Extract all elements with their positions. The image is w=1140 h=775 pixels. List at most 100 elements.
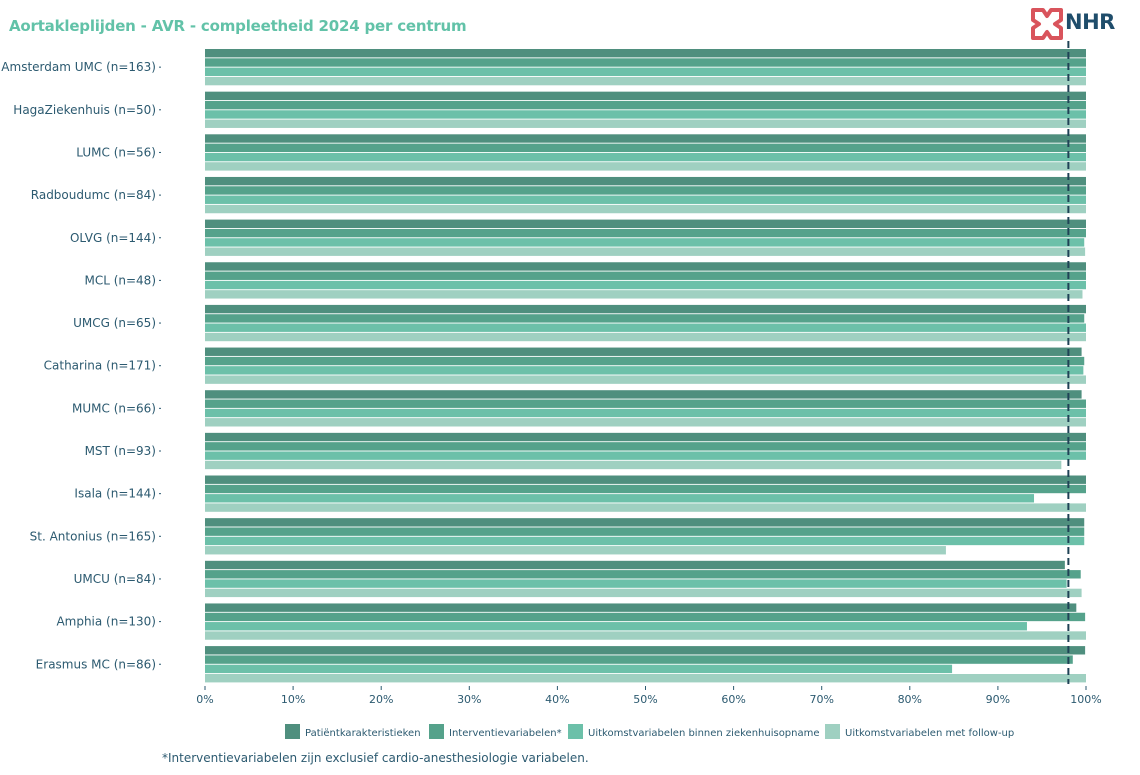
- bar-5-3: [205, 290, 1083, 299]
- bar-14-1: [205, 655, 1073, 664]
- bar-1-2: [205, 110, 1086, 119]
- bar-0-2: [205, 67, 1086, 76]
- bar-2-2: [205, 152, 1086, 162]
- x-tick-label: 20%: [369, 693, 393, 706]
- bar-4-2: [205, 238, 1085, 247]
- bar-0-3: [205, 76, 1086, 86]
- legend: Patiëntkarakteristieken Interventievariab…: [285, 724, 1014, 739]
- category-label: MUMC (n=66): [72, 401, 156, 415]
- bar-10-0: [205, 475, 1086, 484]
- nhr-logo-icon: [1031, 8, 1063, 40]
- category-label: MST (n=93): [85, 444, 156, 458]
- bar-4-0: [205, 219, 1086, 228]
- bar-7-3: [205, 375, 1086, 384]
- category-label: UMCG (n=65): [73, 316, 156, 330]
- bar-8-1: [205, 399, 1086, 408]
- footnote: *Interventievariabelen zijn exclusief ca…: [162, 751, 589, 765]
- bar-1-1: [205, 100, 1086, 110]
- x-tick-label: 30%: [457, 693, 481, 706]
- bar-14-0: [205, 646, 1086, 655]
- bars-layer: [205, 49, 1086, 683]
- category-label: UMCU (n=84): [74, 572, 156, 586]
- bar-13-3: [205, 631, 1086, 640]
- legend-swatch: [429, 724, 444, 739]
- bar-11-2: [205, 536, 1085, 546]
- bar-3-1: [205, 186, 1086, 195]
- bar-13-1: [205, 612, 1086, 622]
- category-label: Amphia (n=130): [56, 615, 156, 629]
- x-tick-label: 90%: [986, 693, 1010, 706]
- category-label: Radboudumc (n=84): [31, 188, 156, 202]
- bar-4-3: [205, 247, 1086, 256]
- legend-label: Uitkomstvariabelen binnen ziekenhuisopna…: [588, 728, 820, 739]
- bar-10-3: [205, 503, 1086, 512]
- logo-text: NHR: [1065, 10, 1115, 34]
- bar-7-0: [205, 347, 1082, 356]
- bar-3-3: [205, 204, 1086, 214]
- category-label: St. Antonius (n=165): [30, 529, 156, 543]
- bar-11-0: [205, 518, 1085, 527]
- bar-5-1: [205, 271, 1086, 280]
- category-label: HagaZiekenhuis (n=50): [13, 103, 156, 117]
- bar-8-2: [205, 408, 1086, 418]
- bar-6-1: [205, 314, 1085, 323]
- bar-4-1: [205, 228, 1086, 238]
- legend-swatch: [568, 724, 583, 739]
- category-label: LUMC (n=56): [76, 145, 156, 159]
- bar-2-3: [205, 162, 1086, 171]
- legend-label: Patiëntkarakteristieken: [305, 728, 421, 739]
- bar-5-2: [205, 280, 1086, 290]
- x-tick-label: 0%: [196, 693, 213, 706]
- bar-6-0: [205, 304, 1086, 314]
- bar-12-0: [205, 560, 1065, 570]
- bar-9-1: [205, 442, 1086, 451]
- x-tick-label: 100%: [1070, 693, 1101, 706]
- x-tick-label: 50%: [633, 693, 657, 706]
- x-tick-label: 10%: [281, 693, 305, 706]
- bar-6-2: [205, 323, 1086, 332]
- bar-7-2: [205, 366, 1084, 375]
- bar-3-0: [205, 176, 1086, 186]
- bar-11-1: [205, 527, 1085, 536]
- bar-0-0: [205, 49, 1086, 58]
- bar-1-3: [205, 119, 1086, 128]
- bar-11-3: [205, 546, 946, 555]
- bar-9-0: [205, 432, 1086, 442]
- bar-14-3: [205, 674, 1086, 683]
- bar-10-2: [205, 494, 1035, 503]
- completeness-bar-chart: Amsterdam UMC (n=163) HagaZiekenhuis (n=5…: [1, 41, 1102, 739]
- category-label: MCL (n=48): [84, 273, 156, 287]
- x-tick-label: 70%: [809, 693, 833, 706]
- bar-10-1: [205, 484, 1086, 494]
- bar-2-1: [205, 143, 1086, 152]
- bar-0-1: [205, 58, 1086, 67]
- bar-12-1: [205, 570, 1081, 579]
- x-tick-label: 40%: [545, 693, 569, 706]
- category-label: Catharina (n=171): [44, 359, 156, 373]
- bar-8-0: [205, 390, 1082, 399]
- bar-5-0: [205, 262, 1086, 271]
- legend-label: Interventievariabelen*: [449, 728, 562, 739]
- chart-title: Aortakleplijden - AVR - compleetheid 202…: [9, 17, 467, 35]
- bar-13-0: [205, 603, 1077, 612]
- bar-1-0: [205, 91, 1086, 101]
- bar-12-3: [205, 588, 1082, 598]
- bar-13-2: [205, 622, 1027, 631]
- bar-6-3: [205, 332, 1086, 342]
- category-label: OLVG (n=144): [70, 231, 156, 245]
- category-label: Amsterdam UMC (n=163): [1, 60, 156, 74]
- x-tick-label: 80%: [898, 693, 922, 706]
- category-label: Erasmus MC (n=86): [36, 657, 156, 671]
- bar-9-3: [205, 460, 1062, 470]
- category-label: Isala (n=144): [74, 487, 156, 501]
- bar-2-0: [205, 134, 1086, 143]
- bar-8-3: [205, 418, 1086, 427]
- legend-swatch: [825, 724, 840, 739]
- legend-swatch: [285, 724, 300, 739]
- category-labels: Amsterdam UMC (n=163) HagaZiekenhuis (n=5…: [1, 60, 161, 671]
- bar-14-2: [205, 664, 953, 674]
- x-tick-label: 60%: [721, 693, 745, 706]
- bar-9-2: [205, 451, 1086, 460]
- legend-label: Uitkomstvariabelen met follow-up: [845, 728, 1014, 739]
- bar-12-2: [205, 579, 1067, 588]
